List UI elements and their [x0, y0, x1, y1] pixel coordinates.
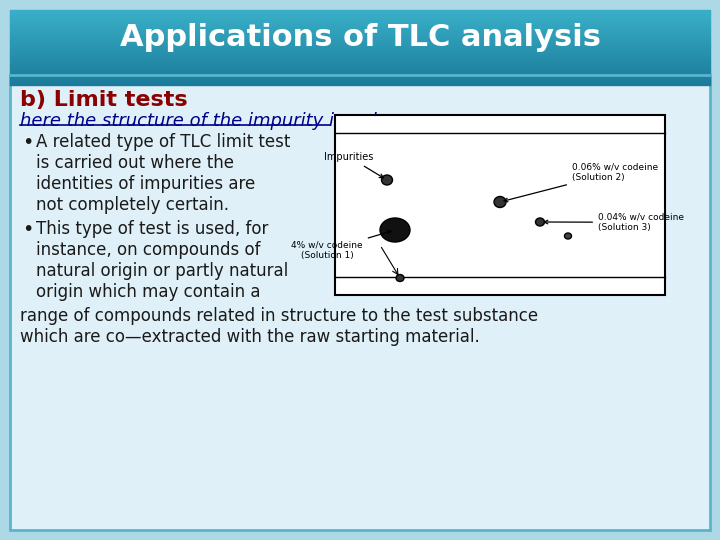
Bar [10, 33, 710, 35]
Bar [10, 59, 710, 60]
Ellipse shape [382, 175, 392, 185]
Text: identities of impurities are: identities of impurities are [36, 175, 256, 193]
Text: here the structure of the impurity is unknown: here the structure of the impurity is un… [20, 112, 431, 130]
Bar [10, 56, 710, 57]
Bar [10, 48, 710, 49]
Bar [10, 70, 710, 71]
Bar [10, 51, 710, 52]
Bar [10, 30, 710, 31]
Bar [10, 68, 710, 69]
Text: This type of test is used, for: This type of test is used, for [36, 220, 269, 238]
Text: is carried out where the: is carried out where the [36, 154, 234, 172]
Bar [10, 80, 710, 81]
Bar [10, 55, 710, 56]
Bar [10, 25, 710, 26]
Bar [10, 14, 710, 15]
Ellipse shape [396, 274, 404, 281]
Bar [10, 12, 710, 14]
Text: 0.04% w/v codeine
(Solution 3): 0.04% w/v codeine (Solution 3) [544, 213, 684, 232]
Bar [10, 21, 710, 23]
Bar [10, 37, 710, 39]
Bar [10, 61, 710, 63]
Ellipse shape [494, 197, 506, 207]
Bar [10, 74, 710, 75]
Bar [10, 66, 710, 68]
Bar [10, 32, 710, 33]
Bar [10, 19, 710, 20]
Bar [10, 36, 710, 37]
Bar [10, 75, 710, 530]
Bar [10, 39, 710, 40]
Text: •: • [22, 220, 33, 239]
Bar [10, 15, 710, 16]
Text: natural origin or partly natural: natural origin or partly natural [36, 262, 288, 280]
Bar [10, 16, 710, 17]
Text: •: • [22, 133, 33, 152]
Ellipse shape [380, 218, 410, 242]
Text: b) Limit tests: b) Limit tests [20, 90, 188, 110]
Bar [10, 31, 710, 32]
Ellipse shape [536, 218, 544, 226]
Bar [10, 69, 710, 70]
Text: origin which may contain a: origin which may contain a [36, 283, 261, 301]
Bar [10, 11, 710, 12]
Bar [10, 26, 710, 28]
Bar [10, 76, 710, 78]
Bar [10, 24, 710, 25]
Bar [10, 50, 710, 51]
Bar [10, 20, 710, 21]
Bar [10, 28, 710, 29]
Bar [10, 65, 710, 66]
Bar [10, 71, 710, 72]
Bar [10, 72, 710, 74]
Bar [10, 43, 710, 44]
Bar [10, 79, 710, 80]
Bar [10, 57, 710, 59]
Bar [10, 49, 710, 50]
Text: which are co—extracted with the raw starting material.: which are co—extracted with the raw star… [20, 328, 480, 346]
Bar [10, 54, 710, 55]
Text: 0.06% w/v codeine
(Solution 2): 0.06% w/v codeine (Solution 2) [504, 163, 658, 202]
Bar [10, 40, 710, 41]
Bar [10, 29, 710, 30]
Bar [10, 46, 710, 48]
Text: Impurities: Impurities [324, 152, 384, 178]
Bar [10, 10, 710, 11]
Bar [10, 23, 710, 24]
Text: Applications of TLC analysis: Applications of TLC analysis [120, 24, 600, 52]
Bar [10, 78, 710, 79]
Text: 4% w/v codeine
(Solution 1): 4% w/v codeine (Solution 1) [291, 231, 391, 260]
Bar [10, 83, 710, 84]
Text: not completely certain.: not completely certain. [36, 196, 229, 214]
Bar [10, 84, 710, 85]
Bar [10, 75, 710, 76]
Bar [335, 115, 665, 295]
Bar [10, 45, 710, 46]
Bar [10, 17, 710, 19]
Bar [10, 52, 710, 54]
Bar [10, 44, 710, 45]
Text: instance, on compounds of: instance, on compounds of [36, 241, 261, 259]
Text: A related type of TLC limit test: A related type of TLC limit test [36, 133, 290, 151]
Ellipse shape [564, 233, 572, 239]
Bar [10, 63, 710, 64]
Bar [10, 64, 710, 65]
Bar [10, 35, 710, 36]
Bar [10, 60, 710, 61]
Bar [10, 81, 710, 83]
Text: range of compounds related in structure to the test substance: range of compounds related in structure … [20, 307, 538, 325]
Bar [10, 41, 710, 43]
